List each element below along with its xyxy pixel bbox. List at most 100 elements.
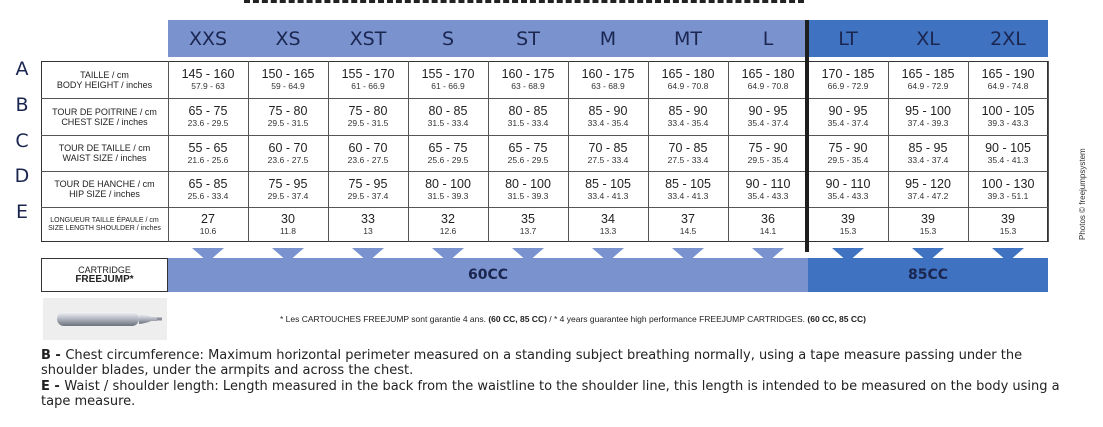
table-cell-c-xst: 60 - 70 23.6 - 27.5 — [328, 135, 408, 171]
table-cell-e-m: 34 13.3 — [568, 207, 648, 242]
size-header-l: L — [762, 27, 774, 50]
cell-value-cm: 90 - 95 — [748, 104, 788, 118]
cell-value-inches: 31.5 - 39.3 — [507, 190, 549, 201]
note-shoulder-length: E - Waist / shoulder length: Length meas… — [41, 379, 1061, 409]
cell-value-inches: 64.9 - 70.8 — [747, 81, 789, 91]
cell-value-cm: 39 — [1001, 212, 1015, 226]
cell-value-inches: 33.4 - 41.3 — [587, 190, 629, 201]
table-cell-e-xl: 39 15.3 — [888, 207, 968, 242]
table-cell-a-xl: 165 - 185 64.9 - 72.9 — [888, 61, 968, 98]
cell-value-cm: 165 - 180 — [661, 67, 715, 81]
cell-value-cm: 165 - 180 — [741, 67, 795, 81]
guarantee-capacity-fr: (60 CC, 85 CC) — [488, 314, 547, 324]
size-header-bar-standard — [168, 20, 808, 57]
cell-value-inches: 33.4 - 37.4 — [907, 154, 949, 165]
cell-value-inches: 35.4 - 43.3 — [747, 190, 789, 201]
cell-value-inches: 61 - 66.9 — [431, 81, 465, 91]
table-cell-c-xxs: 55 - 65 21.6 - 25.6 — [168, 135, 248, 171]
table-cell-b-mt: 85 - 90 33.4 - 35.4 — [648, 98, 728, 135]
row-divider — [41, 207, 1048, 208]
cell-value-inches: 29.5 - 35.4 — [827, 154, 869, 165]
table-cell-d-2xl: 100 - 130 39.3 - 51.1 — [968, 171, 1048, 207]
table-cell-e-l: 36 14.1 — [728, 207, 808, 242]
cell-value-cm: 85 - 95 — [908, 140, 948, 155]
cell-value-inches: 10.6 — [199, 226, 217, 236]
cell-value-inches: 13.7 — [519, 226, 537, 236]
row-letter-d: D — [14, 165, 30, 187]
cell-value-inches: 33.4 - 35.4 — [667, 118, 709, 128]
cell-value-cm: 70 - 85 — [588, 140, 628, 155]
row-divider — [41, 98, 1048, 99]
photo-credit: Photos © freejumpsystem — [1078, 148, 1087, 240]
table-cell-d-l: 90 - 110 35.4 - 43.3 — [728, 171, 808, 207]
cell-value-inches: 61 - 66.9 — [351, 81, 385, 91]
cell-value-inches: 31.5 - 39.3 — [427, 190, 469, 201]
cartridge-85cc-bar: 85CC — [808, 258, 1048, 292]
note-shoulder-key: E - — [41, 379, 65, 394]
table-cell-c-xl: 85 - 95 33.4 - 37.4 — [888, 135, 968, 171]
row-label-en: SIZE LENGTH SHOULDER / inches — [48, 224, 161, 232]
cell-value-cm: 37 — [681, 212, 695, 226]
cell-value-cm: 155 - 170 — [421, 67, 475, 81]
cell-value-inches: 29.5 - 31.5 — [267, 118, 309, 128]
table-cell-a-xst: 155 - 170 61 - 66.9 — [328, 61, 408, 98]
cell-value-cm: 85 - 105 — [665, 176, 711, 191]
cell-value-cm: 90 - 110 — [825, 176, 871, 191]
column-divider — [488, 61, 489, 242]
table-cell-b-2xl: 100 - 105 39.3 - 43.3 — [968, 98, 1048, 135]
table-cell-a-lt: 170 - 185 66.9 - 72.9 — [808, 61, 888, 98]
cell-value-cm: 34 — [601, 212, 615, 226]
table-cell-c-st: 65 - 75 25.6 - 29.5 — [488, 135, 568, 171]
column-divider — [328, 61, 329, 242]
cell-value-cm: 100 - 130 — [981, 176, 1035, 191]
size-header-bar-large — [808, 20, 1048, 57]
cell-value-cm: 95 - 100 — [905, 104, 951, 118]
cell-value-cm: 90 - 95 — [828, 104, 868, 118]
table-cell-e-2xl: 39 15.3 — [968, 207, 1048, 242]
cell-value-cm: 80 - 85 — [508, 104, 548, 118]
table-cell-d-m: 85 - 105 33.4 - 41.3 — [568, 171, 648, 207]
row-label-fr: TOUR DE HANCHE / cm — [54, 179, 155, 189]
table-cell-e-xs: 30 11.8 — [248, 207, 328, 242]
column-divider — [968, 61, 969, 242]
cell-value-cm: 39 — [841, 212, 855, 226]
cell-value-cm: 80 - 85 — [428, 104, 468, 118]
table-cell-c-xs: 60 - 70 23.6 - 27.5 — [248, 135, 328, 171]
cell-value-inches: 33.4 - 41.3 — [667, 190, 709, 201]
row-label-en: WAIST SIZE / inches — [62, 153, 147, 163]
column-divider — [888, 61, 889, 242]
note-chest: B - Chest circumference: Maximum horizon… — [41, 348, 1061, 378]
cartridge-85cc-label: 85CC — [907, 267, 949, 283]
cell-value-cm: 60 - 70 — [348, 140, 388, 155]
row-letter-a: A — [15, 58, 29, 80]
cell-value-cm: 100 - 105 — [981, 104, 1035, 118]
guarantee-text-en: / * 4 years guarantee high performance F… — [546, 314, 808, 324]
cell-value-inches: 57.9 - 63 — [191, 81, 225, 91]
cartridge-image — [43, 298, 167, 340]
row-letter-b: B — [15, 94, 29, 116]
table-cell-c-lt: 75 - 90 29.5 - 35.4 — [808, 135, 888, 171]
table-cell-d-xl: 95 - 120 37.4 - 47.2 — [888, 171, 968, 207]
cell-value-inches: 63 - 68.9 — [511, 81, 545, 91]
cell-value-cm: 165 - 185 — [901, 67, 955, 81]
column-divider — [168, 61, 169, 242]
cell-value-inches: 27.5 - 33.4 — [667, 154, 709, 165]
cell-value-cm: 55 - 65 — [188, 140, 228, 155]
cell-value-cm: 75 - 90 — [828, 140, 868, 155]
row-label-fr: LONGUEUR TAILLE ÉPAULE / cm — [50, 216, 159, 224]
table-cell-b-xl: 95 - 100 37.4 - 39.3 — [888, 98, 968, 135]
column-divider — [408, 61, 409, 242]
note-chest-key: B - — [41, 348, 66, 363]
cell-value-inches: 23.6 - 27.5 — [347, 154, 389, 165]
cell-value-inches: 23.6 - 29.5 — [187, 118, 229, 128]
cell-value-inches: 31.5 - 33.4 — [427, 118, 469, 128]
cell-value-cm: 27 — [201, 212, 215, 226]
table-cell-a-xxs: 145 - 160 57.9 - 63 — [168, 61, 248, 98]
table-cell-d-st: 80 - 100 31.5 - 39.3 — [488, 171, 568, 207]
row-label-en: CHEST SIZE / inches — [61, 116, 148, 127]
cartridge-label-line1: CARTRIDGE — [78, 265, 131, 275]
cell-value-inches: 25.6 - 33.4 — [187, 190, 229, 201]
cell-value-cm: 65 - 75 — [188, 104, 228, 118]
cell-value-inches: 13.3 — [599, 226, 617, 236]
row-label-d: TOUR DE HANCHE / cm HIP SIZE / inches — [41, 171, 168, 207]
